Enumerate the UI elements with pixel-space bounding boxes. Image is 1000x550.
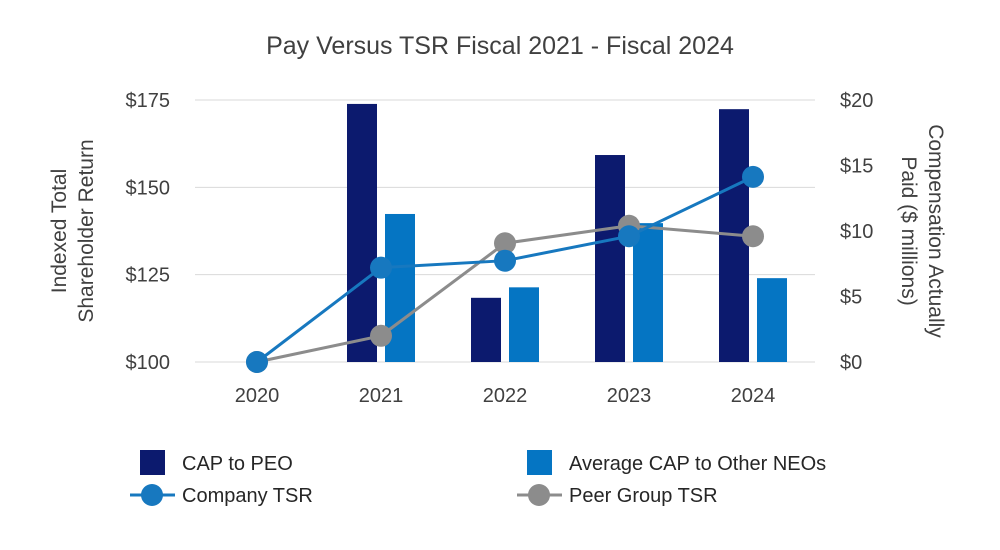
- data-point: [494, 232, 516, 255]
- bar: [757, 278, 787, 362]
- x-tick-label: 2021: [359, 385, 404, 407]
- right-tick-label: $15: [840, 156, 873, 178]
- chart-title: Pay Versus TSR Fiscal 2021 - Fiscal 2024: [266, 32, 734, 60]
- left-tick-label: $100: [126, 352, 171, 374]
- ticks-layer: $100 $125 $150 $175 $0 $5 $10 $15 $20 2020 2021 202…: [126, 90, 874, 407]
- left-tick-label: $150: [126, 177, 171, 199]
- bar: [595, 155, 625, 362]
- right-tick-label: $0: [840, 352, 862, 374]
- data-point: [618, 225, 640, 248]
- left-tick-label: $125: [126, 265, 171, 287]
- data-point: [742, 165, 764, 188]
- grid-layer: [195, 99, 815, 363]
- axis-label-line: Shareholder Return: [75, 139, 98, 322]
- lines-layer: [246, 165, 764, 373]
- left-tick-label: $175: [126, 90, 171, 112]
- data-point: [742, 225, 764, 248]
- data-point: [246, 351, 268, 373]
- x-tick-label: 2023: [607, 385, 652, 407]
- data-point: [494, 249, 516, 272]
- left-axis-label: Indexed Total Shareholder Return: [48, 139, 98, 322]
- bar: [509, 287, 539, 362]
- x-tick-label: 2022: [483, 385, 528, 407]
- bar: [633, 223, 663, 362]
- legend-marker: [141, 484, 163, 506]
- legend-label: CAP to PEO: [182, 453, 293, 475]
- x-tick-label: 2024: [731, 385, 776, 407]
- right-tick-label: $10: [840, 221, 873, 243]
- legend-swatch: [527, 450, 552, 475]
- axis-label-line: Paid ($ millions): [897, 156, 920, 305]
- right-axis-label: Compensation ActuallyPaid ($ millions): [897, 124, 947, 338]
- data-point: [370, 256, 392, 279]
- legend-label: Average CAP to Other NEOs: [569, 453, 826, 475]
- legend-marker: [528, 484, 550, 506]
- legend: CAP to PEO Average CAP to Other NEOs Compa…: [130, 450, 826, 507]
- bars-layer: [347, 103, 787, 363]
- right-tick-label: $5: [840, 287, 862, 309]
- bar: [471, 297, 501, 362]
- data-point: [370, 324, 392, 347]
- legend-label: Peer Group TSR: [569, 485, 718, 507]
- x-tick-label: 2020: [235, 385, 280, 407]
- legend-swatch: [140, 450, 165, 475]
- legend-label: Company TSR: [182, 485, 313, 507]
- axis-label-line: Indexed Total: [48, 169, 71, 294]
- right-tick-label: $20: [840, 90, 873, 112]
- axis-label-line: Compensation Actually: [924, 124, 947, 338]
- bar: [347, 103, 377, 363]
